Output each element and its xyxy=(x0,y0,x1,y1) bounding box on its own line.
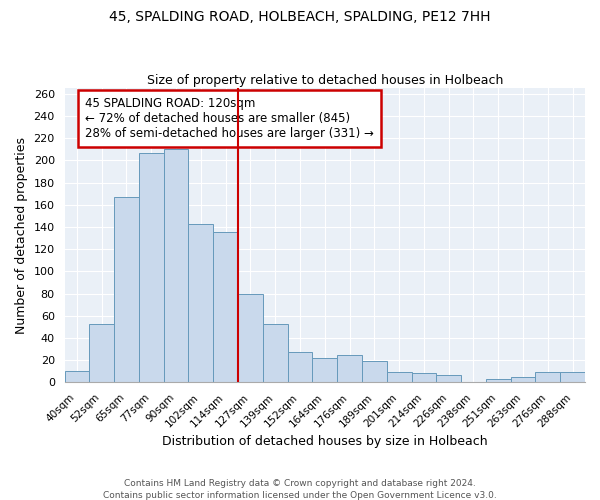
Bar xyxy=(387,372,412,382)
Bar xyxy=(511,377,535,382)
Bar xyxy=(535,372,560,382)
Bar xyxy=(213,232,238,382)
Bar xyxy=(436,374,461,382)
Bar xyxy=(486,379,511,382)
Bar xyxy=(263,324,287,382)
Bar xyxy=(337,354,362,382)
Bar xyxy=(139,152,164,382)
Bar xyxy=(412,374,436,382)
Text: Contains HM Land Registry data © Crown copyright and database right 2024.
Contai: Contains HM Land Registry data © Crown c… xyxy=(103,478,497,500)
Bar xyxy=(238,294,263,382)
Y-axis label: Number of detached properties: Number of detached properties xyxy=(15,137,28,334)
Title: Size of property relative to detached houses in Holbeach: Size of property relative to detached ho… xyxy=(146,74,503,87)
X-axis label: Distribution of detached houses by size in Holbeach: Distribution of detached houses by size … xyxy=(162,434,488,448)
Text: 45, SPALDING ROAD, HOLBEACH, SPALDING, PE12 7HH: 45, SPALDING ROAD, HOLBEACH, SPALDING, P… xyxy=(109,10,491,24)
Bar xyxy=(362,362,387,382)
Bar xyxy=(560,372,585,382)
Bar xyxy=(164,149,188,382)
Bar xyxy=(65,372,89,382)
Bar xyxy=(114,197,139,382)
Bar xyxy=(188,224,213,382)
Bar xyxy=(89,324,114,382)
Bar xyxy=(313,358,337,382)
Bar xyxy=(287,352,313,382)
Text: 45 SPALDING ROAD: 120sqm
← 72% of detached houses are smaller (845)
28% of semi-: 45 SPALDING ROAD: 120sqm ← 72% of detach… xyxy=(85,97,374,140)
